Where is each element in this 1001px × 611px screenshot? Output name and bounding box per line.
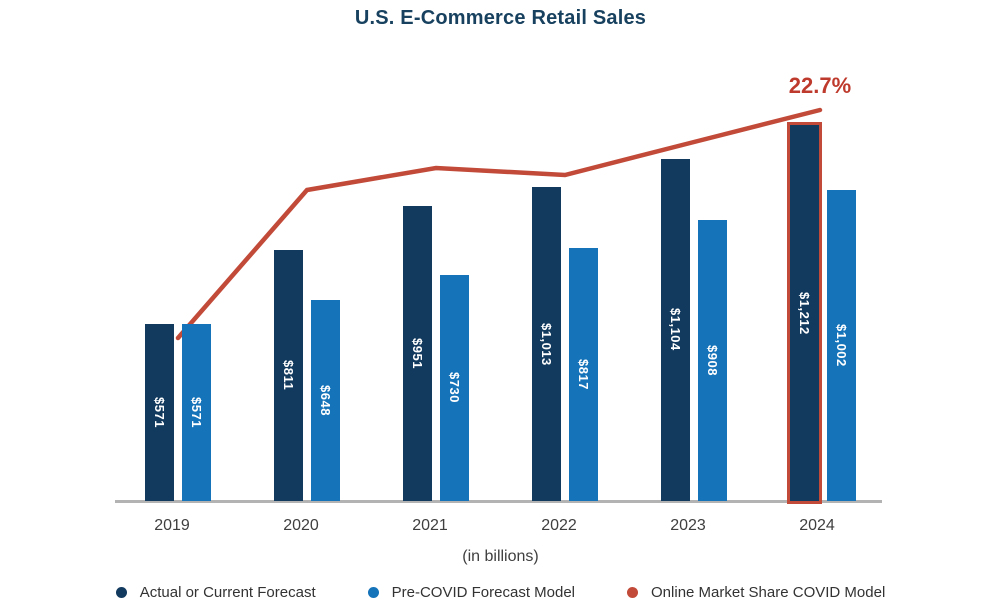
bar-value-label: $571 <box>189 397 204 428</box>
bar-2024-actual: $1,212 <box>787 122 822 504</box>
bar-2022-actual: $1,013 <box>532 186 561 501</box>
axis-unit-note: (in billions) <box>462 548 539 565</box>
legend-label-pre-covid-forecast-model: Pre-COVID Forecast Model <box>391 583 576 601</box>
bar-2022-precovid: $817 <box>569 247 598 501</box>
bar-2024-precovid: $1,002 <box>827 190 856 501</box>
x-tick-2022: 2022 <box>541 517 577 534</box>
bar-value-label: $730 <box>447 372 462 404</box>
legend-label-actual-or-current-forecast: Actual or Current Forecast <box>139 583 316 601</box>
bar-value-label: $811 <box>281 360 296 391</box>
legend-dot-online-market-share-covid-model <box>627 586 639 598</box>
legend-item-actual-or-current-forecast: Actual or Current Forecast <box>115 583 316 601</box>
market-share-annotation: 22.7% <box>788 73 852 98</box>
bar-2023-precovid: $908 <box>698 219 727 501</box>
chart-title: U.S. E-Commerce Retail Sales <box>354 7 647 29</box>
legend-item-online-market-share-covid-model: Online Market Share COVID Model <box>627 584 885 601</box>
bar-2020-precovid: $648 <box>311 300 340 501</box>
legend-dot-pre-covid-forecast-model <box>367 586 379 598</box>
chart-legend: Actual or Current Forecast Pre-COVID Fore… <box>0 580 1001 604</box>
legend-dot-actual-or-current-forecast <box>115 586 127 598</box>
bar-2021-actual: $951 <box>403 206 432 501</box>
bar-value-label: $648 <box>318 385 333 416</box>
bar-value-label: $908 <box>705 344 720 376</box>
x-tick-2024: 2024 <box>799 517 835 534</box>
x-tick-2019: 2019 <box>154 517 190 534</box>
bar-value-label: $1,104 <box>668 308 683 352</box>
bar-2019-precovid: $571 <box>182 323 211 501</box>
legend-label-online-market-share-covid-model: Online Market Share COVID Model <box>651 583 886 601</box>
bar-value-label: $1,013 <box>539 322 554 366</box>
x-tick-2020: 2020 <box>283 517 319 534</box>
x-tick-2021: 2021 <box>412 517 448 534</box>
bar-value-label: $1,002 <box>834 324 849 368</box>
x-tick-2023: 2023 <box>670 517 706 534</box>
x-axis-line <box>115 500 882 503</box>
bar-value-label: $571 <box>152 397 167 428</box>
bar-value-label: $817 <box>576 358 591 390</box>
legend-item-pre-covid-forecast-model: Pre-COVID Forecast Model <box>367 583 576 601</box>
bar-value-label: $951 <box>410 338 425 370</box>
bar-2023-actual: $1,104 <box>661 158 690 501</box>
bar-value-label: $1,212 <box>797 291 812 335</box>
bar-2019-actual: $571 <box>145 323 174 501</box>
bar-2021-precovid: $730 <box>440 274 469 501</box>
bar-2020-actual: $811 <box>274 249 303 501</box>
